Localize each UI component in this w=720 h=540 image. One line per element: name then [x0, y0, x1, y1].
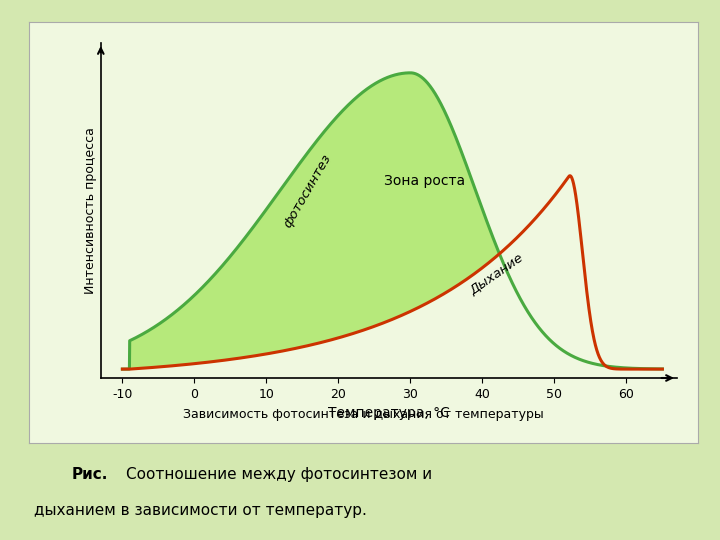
Text: Рис.: Рис.: [72, 467, 109, 482]
Text: Соотношение между фотосинтезом и: Соотношение между фотосинтезом и: [126, 467, 432, 482]
Y-axis label: Интенсивность процесса: Интенсивность процесса: [84, 127, 96, 294]
Text: фотосинтез: фотосинтез: [281, 152, 333, 230]
Text: дыханием в зависимости от температур.: дыханием в зависимости от температур.: [34, 503, 366, 518]
Text: Дыхание: Дыхание: [468, 252, 526, 298]
Text: Зона роста: Зона роста: [384, 174, 465, 188]
X-axis label: Температура, °С: Температура, °С: [328, 406, 450, 420]
Text: Зависимость фотосинтеза и дыхания от температуры: Зависимость фотосинтеза и дыхания от тем…: [183, 408, 544, 421]
